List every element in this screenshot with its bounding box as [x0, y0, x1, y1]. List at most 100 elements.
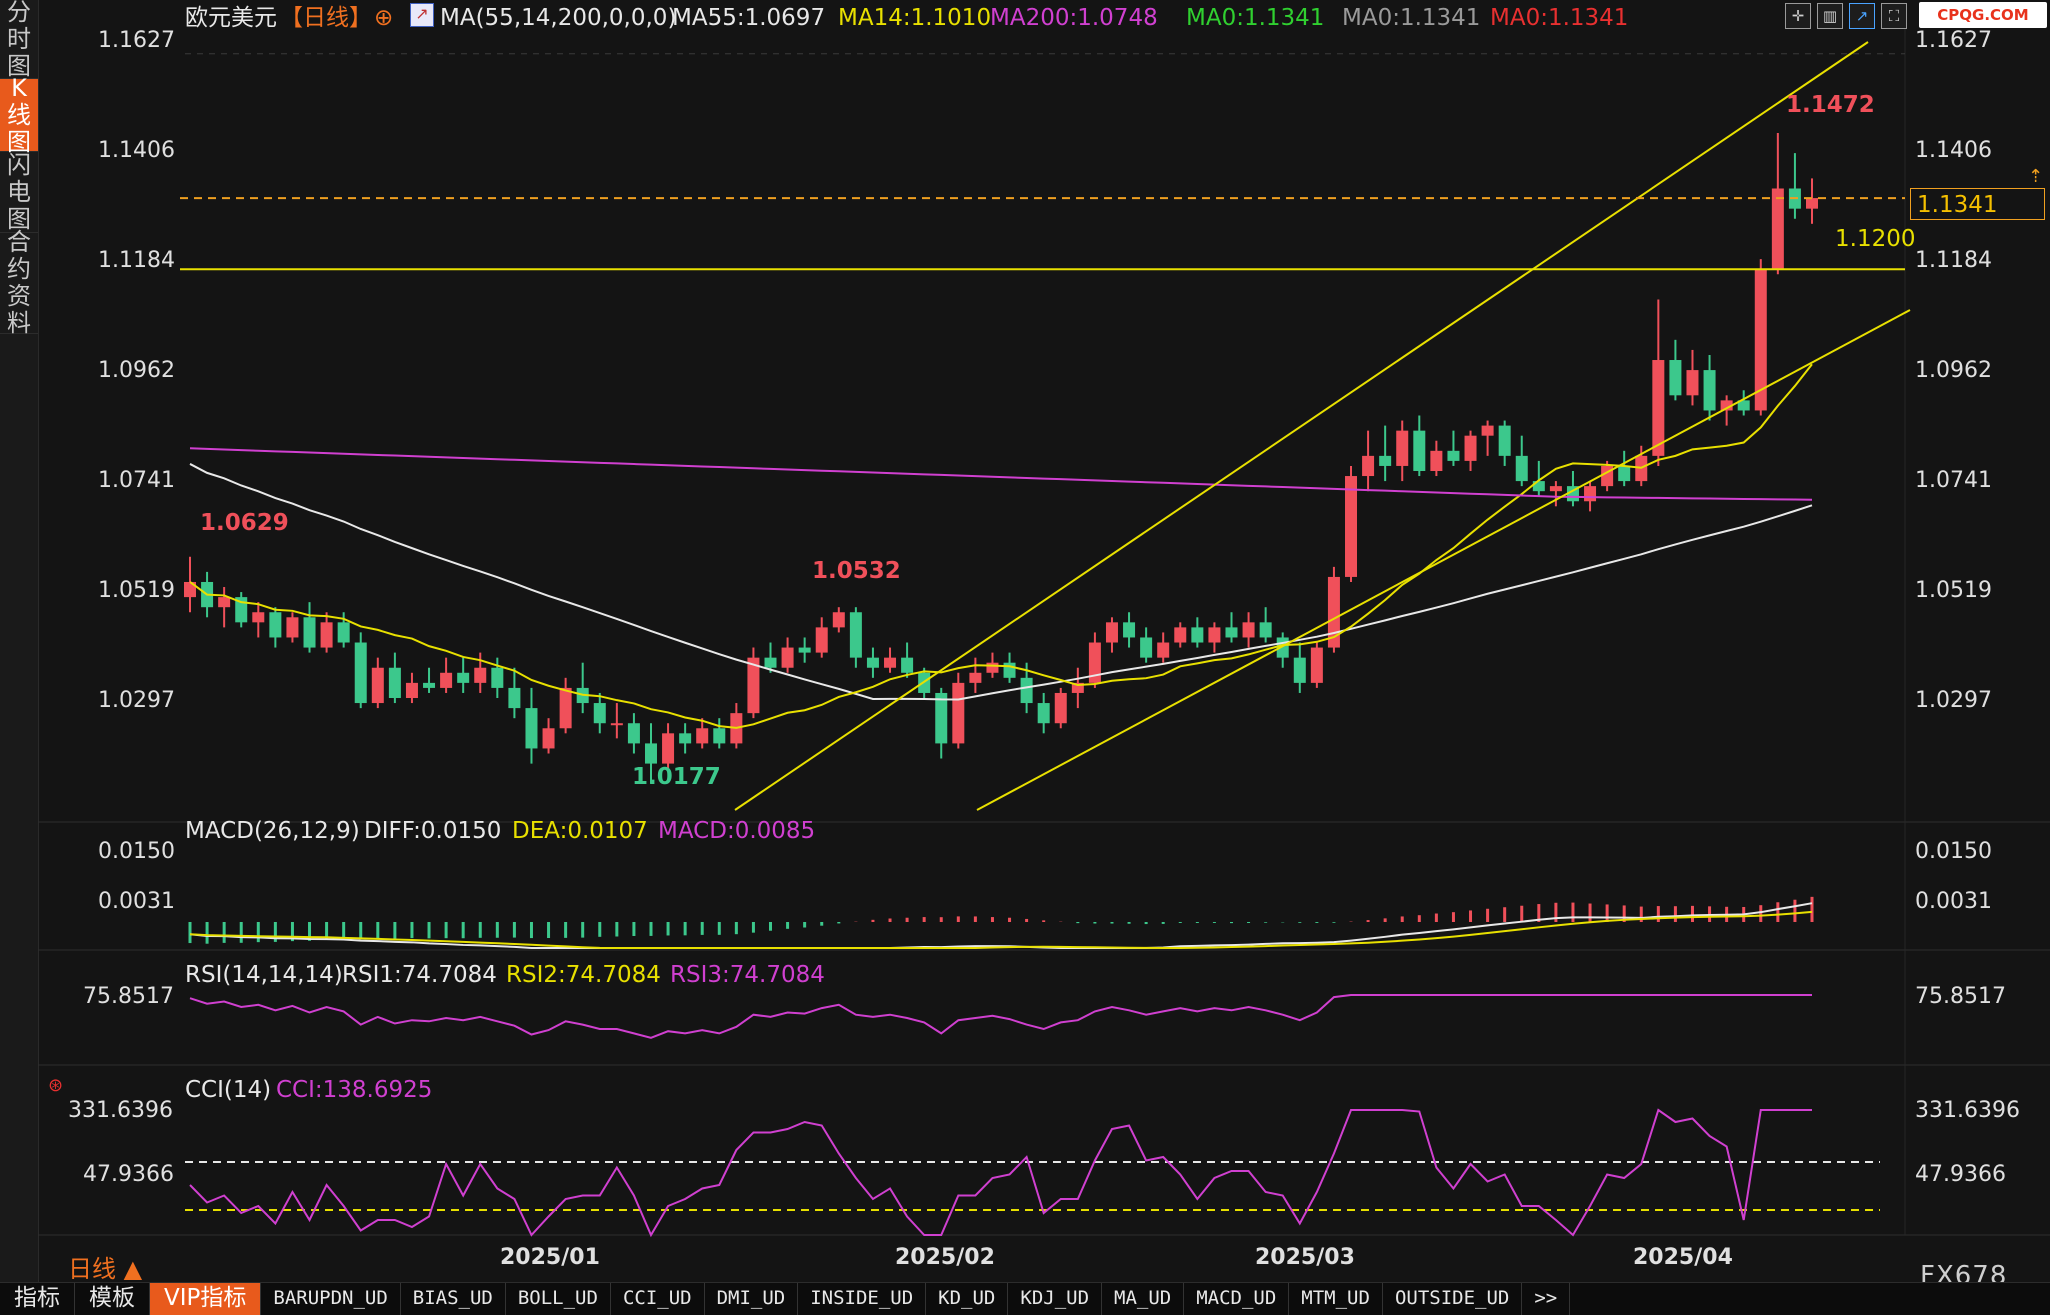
- candle-body: [1037, 703, 1050, 724]
- channel-lower-line: [976, 309, 1911, 811]
- candle-body: [457, 672, 470, 683]
- side-tab-kline[interactable]: K线图: [0, 74, 38, 155]
- candle-body: [952, 682, 965, 744]
- macd-tick-right: 0.0031: [1915, 889, 1992, 914]
- candle-body: [1003, 662, 1016, 678]
- tab-bias[interactable]: BIAS_UD: [401, 1283, 506, 1315]
- cci-marker-icon[interactable]: ⊛: [48, 1075, 64, 1096]
- price-tick-left: 1.0519: [98, 578, 175, 603]
- candle-body: [474, 667, 487, 683]
- date-label: 2025/04: [1633, 1245, 1733, 1270]
- candle-body: [252, 612, 265, 623]
- side-tab-time-share[interactable]: 分时图: [0, 0, 38, 79]
- tab-mtm[interactable]: MTM_UD: [1289, 1283, 1383, 1315]
- candle-body: [1208, 627, 1221, 643]
- candle-body: [986, 662, 999, 673]
- cci-params: CCI(14): [185, 1077, 272, 1103]
- level-label: 1.1200: [1835, 226, 1916, 252]
- chart-type-icon[interactable]: ↗: [1849, 3, 1875, 29]
- ma14-value: MA14:1.1010: [838, 5, 992, 31]
- tab-ma[interactable]: MA_UD: [1102, 1283, 1185, 1315]
- ma14-line: [189, 363, 1813, 729]
- macd-diff-line: [189, 902, 1813, 949]
- rsi-tick-left: 75.8517: [83, 984, 174, 1009]
- candle-body: [184, 581, 196, 598]
- cci-line: [189, 1108, 1812, 1238]
- candle-body: [1771, 188, 1784, 270]
- candle-body: [371, 667, 384, 704]
- fullscreen-icon[interactable]: ⛶: [1881, 3, 1907, 29]
- candle-body: [508, 687, 521, 709]
- period-selector[interactable]: 日线 ▲: [68, 1255, 143, 1283]
- rsi-params: RSI(14,14,14): [185, 962, 343, 988]
- candle-body: [1123, 622, 1136, 638]
- tab-templates[interactable]: 模板: [75, 1283, 150, 1315]
- candle-body: [781, 647, 794, 668]
- price-tick-left: 1.0297: [98, 688, 175, 713]
- ma200-line: [189, 447, 1813, 501]
- date-label: 2025/03: [1255, 1245, 1355, 1270]
- indicator-lines: [185, 896, 1880, 1238]
- rsi-tick-right: 75.8517: [1915, 984, 2006, 1009]
- cci-value: CCI:138.6925: [276, 1077, 433, 1103]
- candle-body: [269, 612, 282, 638]
- candle-body: [610, 723, 623, 726]
- side-tab-contract-info[interactable]: 合约资料: [0, 229, 38, 337]
- chart-canvas[interactable]: [0, 0, 2050, 1282]
- crosshair-icon[interactable]: ✛: [1785, 3, 1811, 29]
- tab-macd[interactable]: MACD_UD: [1184, 1283, 1290, 1315]
- rsi-line: [189, 994, 1812, 1039]
- date-label: 2025/01: [500, 1245, 600, 1270]
- price-tick-left: 1.0962: [98, 358, 175, 383]
- macd-diff: DIFF:0.0150: [364, 818, 502, 844]
- tab-more[interactable]: >>: [1522, 1283, 1571, 1315]
- tab-indicators[interactable]: 指标: [0, 1283, 75, 1315]
- channel-upper-line: [734, 41, 1869, 811]
- bars-icon[interactable]: ▥: [1817, 3, 1843, 29]
- candle-body: [901, 657, 914, 673]
- candle-body: [1259, 622, 1272, 638]
- tab-outside[interactable]: OUTSIDE_UD: [1383, 1283, 1523, 1315]
- candle-body: [713, 728, 726, 744]
- candle-body: [1242, 622, 1255, 638]
- ma-indicator-icon[interactable]: ↗: [410, 3, 434, 27]
- candle-body: [1105, 622, 1118, 643]
- tab-inside[interactable]: INSIDE_UD: [798, 1283, 927, 1315]
- candle-body: [696, 728, 709, 744]
- tab-kd[interactable]: KD_UD: [926, 1283, 1009, 1315]
- cci-tick-right: 331.6396: [1915, 1098, 2020, 1123]
- tab-cci[interactable]: CCI_UD: [611, 1283, 705, 1315]
- candle-body: [1430, 450, 1443, 471]
- candle-body: [525, 708, 538, 749]
- side-tab-label: 闪电图: [7, 150, 31, 233]
- settings-icon[interactable]: ⊕: [374, 5, 394, 31]
- candle-body: [1396, 430, 1409, 466]
- annotation-low: 1.0177: [632, 764, 721, 790]
- candle-body: [320, 622, 333, 648]
- candle-body: [1618, 465, 1631, 482]
- cci-tick-right: 47.9366: [1915, 1162, 2006, 1187]
- candle-body: [764, 657, 777, 668]
- candle-body: [1806, 198, 1818, 209]
- candle-body: [1447, 450, 1460, 461]
- tab-vip-indicators[interactable]: VIP指标: [150, 1283, 262, 1315]
- candle-body: [1293, 657, 1306, 683]
- candle-body: [832, 612, 845, 628]
- current-price-flag: 1.1341: [1910, 188, 2045, 220]
- candle-body: [1464, 435, 1477, 461]
- ma0-value-green: MA0:1.1341: [1186, 5, 1325, 31]
- candle-body: [1140, 637, 1153, 658]
- candle-body: [1310, 647, 1323, 683]
- tab-dmi[interactable]: DMI_UD: [705, 1283, 799, 1315]
- macd-dea: DEA:0.0107: [512, 818, 648, 844]
- tab-boll[interactable]: BOLL_UD: [506, 1283, 611, 1315]
- candle-body: [1549, 486, 1562, 492]
- side-tab-lightning[interactable]: 闪电图: [0, 150, 38, 233]
- candle-body: [1020, 677, 1033, 704]
- tab-kdj[interactable]: KDJ_UD: [1008, 1283, 1103, 1315]
- indicator-tab-bar: 指标 模板 VIP指标 BARUPDN_UD BIAS_UD BOLL_UD C…: [0, 1282, 2050, 1315]
- rsi3-value: RSI3:74.7084: [670, 962, 825, 988]
- price-tick-right: 1.0962: [1915, 358, 1992, 383]
- candle-body: [679, 733, 692, 744]
- tab-barupdn[interactable]: BARUPDN_UD: [261, 1283, 401, 1315]
